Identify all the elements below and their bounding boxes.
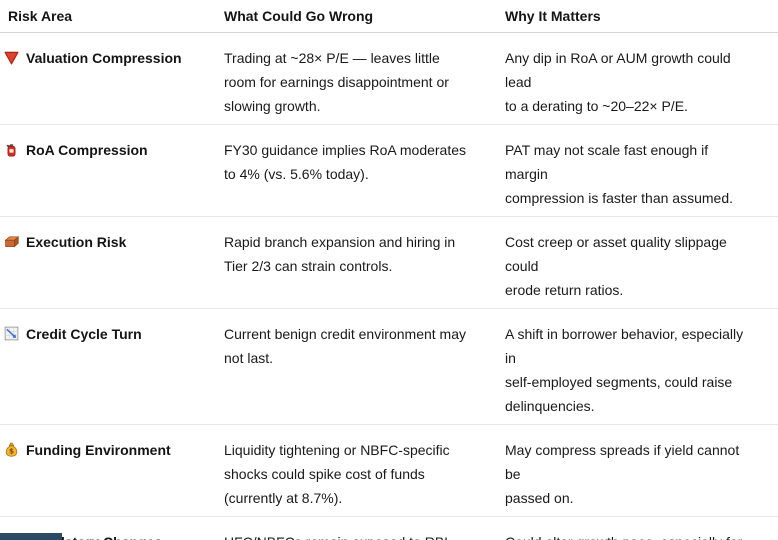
what-could-go-wrong-cell: Current benign credit environment may no…: [216, 308, 497, 425]
table-row: Valuation Compression Trading at ~28× P/…: [0, 32, 778, 125]
brick-icon: [3, 233, 20, 250]
table-row: RoA Compression FY30 guidance implies Ro…: [0, 124, 778, 217]
what-could-go-wrong-cell: HFC/NBFCs remain exposed to RBI tighteni…: [216, 517, 497, 540]
column-header-why-it-matters: Why It Matters: [497, 0, 778, 33]
why-it-matters-cell: Could alter growth pace, especially for …: [497, 517, 778, 540]
what-could-go-wrong-cell: Trading at ~28× P/E — leaves little room…: [216, 32, 497, 125]
why-it-matters-cell: A shift in borrower behavior, especially…: [497, 308, 778, 425]
column-header-what-could-go-wrong: What Could Go Wrong: [216, 0, 497, 33]
what-could-go-wrong-cell: Rapid branch expansion and hiring in Tie…: [216, 216, 497, 309]
what-could-go-wrong-cell: Liquidity tightening or NBFC-specific sh…: [216, 424, 497, 517]
risk-area-label: Funding Environment: [26, 442, 171, 458]
svg-text:$: $: [9, 447, 14, 456]
risk-area-label: Valuation Compression: [26, 50, 182, 66]
risk-area-label: Credit Cycle Turn: [26, 326, 142, 342]
table-row: $ Funding Environment Liquidity tighteni…: [0, 424, 778, 517]
why-it-matters-cell: Any dip in RoA or AUM growth could lead …: [497, 32, 778, 125]
risk-area-label: Execution Risk: [26, 234, 127, 250]
fire-extinguisher-icon: [3, 141, 20, 158]
table-row: Credit Cycle Turn Current benign credit …: [0, 308, 778, 425]
what-could-go-wrong-cell: FY30 guidance implies RoA moderates to 4…: [216, 124, 497, 217]
red-triangle-down-icon: [3, 49, 20, 66]
column-header-risk-area: Risk Area: [0, 0, 216, 33]
money-bag-icon: $: [3, 441, 20, 458]
why-it-matters-cell: Cost creep or asset quality slippage cou…: [497, 216, 778, 309]
clipped-element-bar: [0, 533, 62, 540]
why-it-matters-cell: May compress spreads if yield cannot be …: [497, 424, 778, 517]
table-row: Execution Risk Rapid branch expansion an…: [0, 216, 778, 309]
risk-area-label: RoA Compression: [26, 142, 148, 158]
header-row: Risk Area What Could Go Wrong Why It Mat…: [0, 0, 778, 33]
why-it-matters-cell: PAT may not scale fast enough if margin …: [497, 124, 778, 217]
risk-area-label: Regulatory Changes: [26, 530, 162, 540]
table-row: Regulatory Changes HFC/NBFCs remain expo…: [0, 517, 778, 540]
chart-decreasing-icon: [3, 325, 20, 342]
